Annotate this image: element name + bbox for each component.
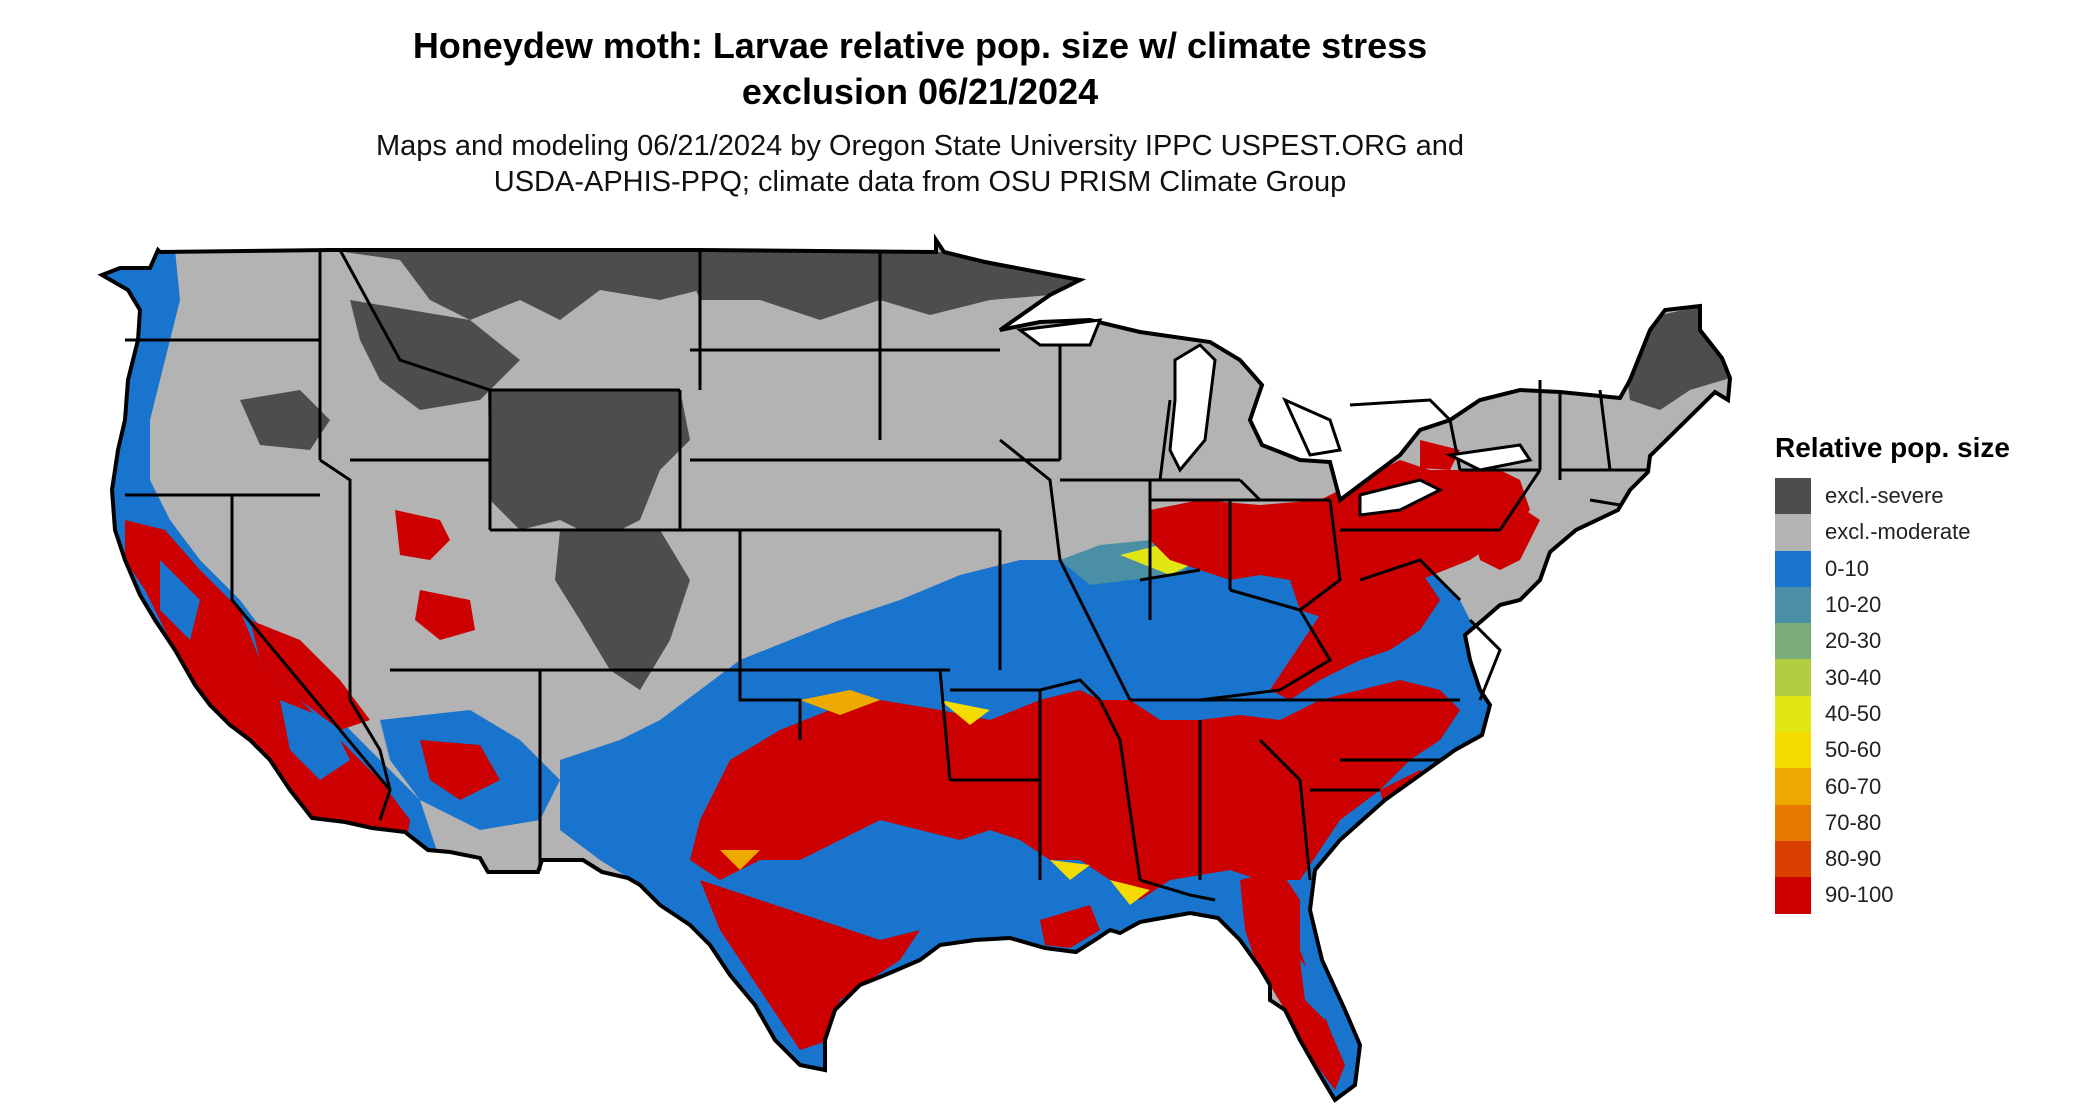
state-boundaries <box>125 249 1650 902</box>
legend-label: 60-70 <box>1825 773 1882 799</box>
legend-item: 90-100 <box>1775 877 2075 914</box>
legend-swatch <box>1775 877 1811 914</box>
legend-label: 30-40 <box>1825 664 1882 690</box>
legend-label: 10-20 <box>1825 592 1882 618</box>
map-title-line-1: Honeydew moth: Larvae relative pop. size… <box>412 25 1428 66</box>
map-title-line-2: exclusion 06/21/2024 <box>741 71 1099 112</box>
map-subtitle-line-1: Maps and modeling 06/21/2024 by Oregon S… <box>375 130 1465 162</box>
great-lakes <box>1016 318 1533 517</box>
legend-item: excl.-moderate <box>1775 514 2075 551</box>
legend-label: 80-90 <box>1825 846 1882 872</box>
legend-title: Relative pop. size <box>1775 432 2010 463</box>
legend-swatch <box>1775 840 1811 878</box>
legend-label: 0-10 <box>1825 555 1870 581</box>
map-subtitle-line-2: USDA-APHIS-PPQ; climate data from OSU PR… <box>493 166 1347 198</box>
legend-swatch <box>1775 623 1811 660</box>
legend-item: excl.-severe <box>1775 478 2075 515</box>
legend-swatch <box>1775 695 1811 733</box>
legend-item: 10-20 <box>1775 586 2075 624</box>
legend-swatch <box>1775 659 1811 696</box>
legend-label: 90-100 <box>1825 882 1894 908</box>
legend-item: 0-10 <box>1775 550 2075 587</box>
legend-swatch <box>1775 768 1811 805</box>
legend-swatch <box>1775 550 1811 587</box>
legend-label: 40-50 <box>1825 700 1882 726</box>
legend-swatch <box>1775 586 1811 624</box>
legend-label: 20-30 <box>1825 628 1882 654</box>
legend-label: 70-80 <box>1825 809 1882 835</box>
legend-swatch <box>1775 514 1811 551</box>
legend-item: 20-30 <box>1775 623 2075 660</box>
legend-swatch <box>1775 804 1811 841</box>
legend-item: 30-40 <box>1775 659 2075 696</box>
legend-item: 40-50 <box>1775 695 2075 733</box>
legend-items: excl.-severe excl.-moderate 0-10 10-20 20-30… <box>1775 478 2075 914</box>
legend-item: 50-60 <box>1775 732 2075 769</box>
legend-item: 80-90 <box>1775 840 2075 878</box>
legend-item: 70-80 <box>1775 804 2075 841</box>
legend-item: 60-70 <box>1775 768 2075 805</box>
legend-label: excl.-moderate <box>1825 519 1971 545</box>
legend-swatch <box>1775 478 1811 515</box>
legend-label: 50-60 <box>1825 737 1882 763</box>
legend: Relative pop. size excl.-severe excl.-mod… <box>1775 432 2075 914</box>
legend-label: excl.-severe <box>1825 483 1944 509</box>
legend-swatch <box>1775 732 1811 769</box>
